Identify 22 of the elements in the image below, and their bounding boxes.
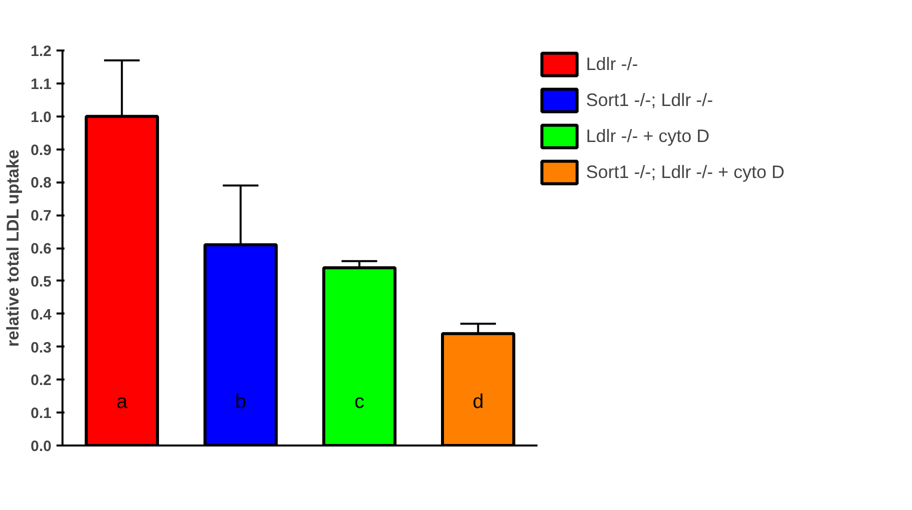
legend-label: Ldlr -/- — [586, 54, 638, 74]
y-tick-label: 0.5 — [30, 273, 52, 290]
legend-label: Sort1 -/-; Ldlr -/- + cyto D — [586, 162, 785, 182]
annotation: b — [235, 391, 246, 414]
y-tick-label: 0.1 — [30, 405, 52, 422]
legend-label: Sort1 -/-; Ldlr -/- — [586, 90, 714, 110]
y-axis-title: relative total LDL uptake — [4, 150, 23, 347]
legend-label: Ldlr -/- + cyto D — [586, 126, 710, 146]
annotation: c — [354, 391, 364, 414]
annotation: a — [116, 391, 128, 414]
y-tick-label: 0.3 — [30, 339, 52, 356]
y-tick-label: 0.4 — [30, 306, 52, 324]
y-tick-label: 0.6 — [30, 240, 52, 258]
y-tick-label: 0.8 — [30, 174, 52, 192]
y-tick-label: 0.9 — [30, 142, 52, 159]
y-tick-label: 0.0 — [30, 438, 52, 455]
y-tick-label: 1.2 — [30, 43, 52, 60]
y-tick-label: 0.2 — [30, 372, 52, 390]
y-tick-label: 1.1 — [30, 76, 52, 93]
y-tick-label: 0.7 — [30, 208, 52, 225]
annotation: d — [472, 391, 484, 414]
y-tick-label: 1.0 — [30, 108, 52, 126]
